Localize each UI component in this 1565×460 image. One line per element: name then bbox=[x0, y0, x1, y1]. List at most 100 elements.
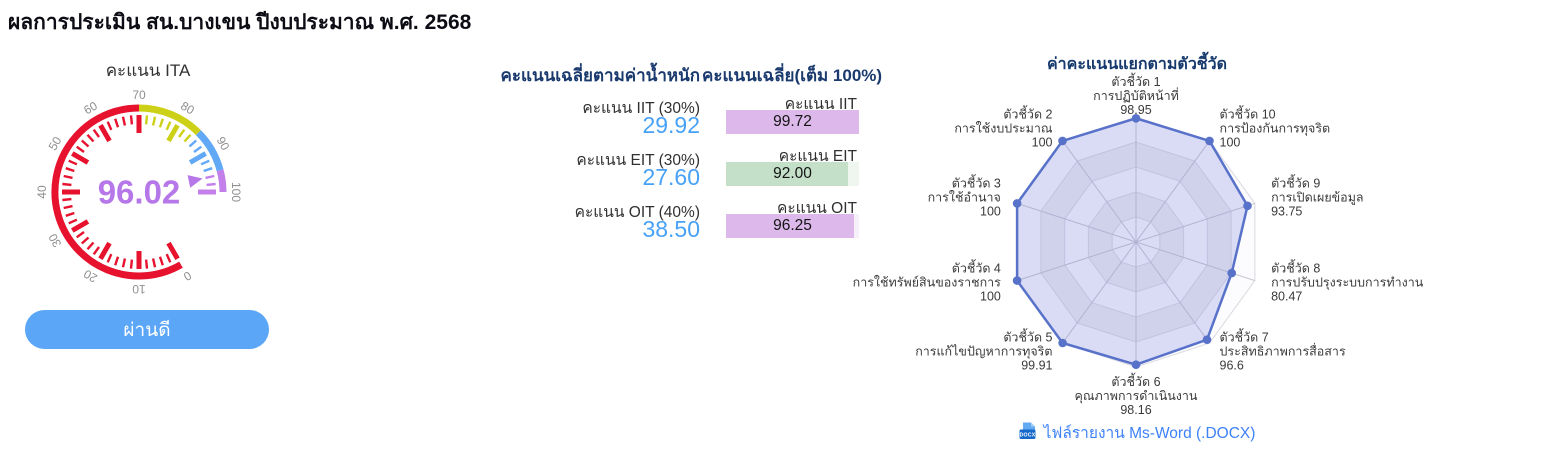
gauge-major-tick bbox=[71, 219, 90, 233]
docx-icon-text: DOCX bbox=[1019, 432, 1035, 438]
radar-axis-line bbox=[1062, 140, 1137, 243]
radar-data-point bbox=[1058, 338, 1067, 348]
gauge-tick-label: 30 bbox=[45, 231, 64, 250]
weighted-oit-value: 38.50 bbox=[642, 216, 700, 242]
average-oit-label: คะแนน OIT bbox=[776, 200, 857, 217]
average-eit-value: 92.00 bbox=[773, 165, 812, 182]
average-eit-bar: 92.00 bbox=[726, 162, 859, 186]
gauge-minor-tick bbox=[92, 246, 100, 256]
gauge-minor-tick bbox=[121, 258, 127, 268]
radar-axis-label: ตัวชี้วัด 2 การใช้งบประมาณ 100 bbox=[954, 104, 1053, 149]
gauge-minor-tick bbox=[151, 258, 157, 268]
radar-axis-label: ตัวชี้วัด 1 การปฏิบัติหน้าที่ 98.95 bbox=[1093, 72, 1179, 117]
gauge-minor-tick bbox=[65, 167, 75, 173]
radar-data-point bbox=[1012, 199, 1022, 208]
gauge-value: 96.02 bbox=[98, 174, 181, 211]
gauge-minor-tick bbox=[68, 159, 78, 166]
gauge-minor-tick bbox=[203, 167, 213, 173]
gauge-pointer bbox=[187, 175, 203, 188]
gauge-minor-tick bbox=[63, 174, 73, 180]
docx-file-icon: DOCX bbox=[1019, 422, 1035, 439]
radar-data-point bbox=[1202, 335, 1212, 345]
average-iit-value: 99.72 bbox=[773, 113, 812, 130]
gauge-minor-tick bbox=[193, 145, 203, 153]
gauge-tick-label: 40 bbox=[35, 185, 49, 199]
page-title: ผลการประเมิน สน.บางเขน ปีงบประมาณ พ.ศ. 2… bbox=[8, 11, 472, 34]
gauge-tick-label: 10 bbox=[132, 282, 146, 296]
radar-data-point bbox=[1243, 201, 1252, 211]
radar-data-point bbox=[1012, 276, 1022, 285]
weighted-iit-label: คะแนน IIT (30%) bbox=[582, 100, 700, 117]
gauge-title: คะแนน ITA bbox=[105, 61, 191, 80]
gauge-minor-tick bbox=[62, 182, 72, 187]
radar-axis-label: ตัวชี้วัด 6 คุณภาพการดำเนินงาน 98.16 bbox=[1075, 372, 1198, 417]
gauge-minor-tick bbox=[178, 128, 186, 138]
report-link-label: ไฟล์รายงาน Ms-Word (.DOCX) bbox=[1043, 425, 1256, 442]
gauge-tick-label: 20 bbox=[81, 266, 100, 285]
gauge-minor-tick bbox=[106, 121, 113, 131]
radar-axis-line bbox=[1135, 202, 1256, 243]
average-iit-bar-fill bbox=[726, 110, 859, 134]
gauge-arc-segment bbox=[138, 104, 201, 136]
gauge-minor-tick bbox=[129, 115, 134, 125]
radar-axis-line bbox=[1016, 241, 1137, 282]
gauge-minor-tick bbox=[75, 231, 85, 239]
gauge-major-tick bbox=[166, 124, 180, 143]
gauge-minor-tick bbox=[129, 259, 134, 269]
gauge-minor-tick bbox=[144, 115, 149, 125]
gauge-tick-label: 70 bbox=[132, 88, 146, 102]
gauge-minor-tick bbox=[205, 174, 215, 180]
average-scores-header: คะแนนเฉลี่ย(เต็ม 100%) bbox=[702, 66, 883, 85]
gauge-minor-tick bbox=[62, 197, 72, 202]
gauge-minor-tick bbox=[121, 116, 127, 126]
weighted-eit-label: คะแนน EIT (30%) bbox=[576, 152, 700, 169]
gauge-tick-label: 100 bbox=[229, 182, 243, 202]
indicator-radar-chart: ตัวชี้วัด 1 การปฏิบัติหน้าที่ 98.95 ตัวชี้ว… bbox=[853, 72, 1424, 417]
radar-data-point bbox=[1205, 136, 1214, 146]
radar-data-point bbox=[1227, 268, 1236, 278]
weighted-eit-value: 27.60 bbox=[642, 164, 700, 190]
weighted-scores-header: คะแนนเฉลี่ยตามค่าน้ำหนัก bbox=[500, 66, 700, 85]
radar-axis-label: ตัวชี้วัด 4 การใช้ทรัพย์สินของราชการ 100 bbox=[853, 259, 1002, 304]
gauge-tick-label: 60 bbox=[81, 98, 100, 117]
ita-gauge-chart: 0 10 20 30 40 50 60 70 80 90 100 96.02 bbox=[35, 88, 243, 296]
grade-result-button[interactable]: ผ่านดี bbox=[25, 310, 269, 349]
gauge-minor-tick bbox=[144, 259, 149, 269]
gauge-arc-segment bbox=[51, 104, 183, 280]
gauge-tick-label: 90 bbox=[214, 134, 233, 153]
gauge-minor-tick bbox=[158, 118, 164, 128]
gauge-minor-tick bbox=[86, 241, 95, 251]
gauge-minor-tick bbox=[65, 211, 75, 217]
gauge-major-tick bbox=[98, 124, 112, 143]
gauge-minor-tick bbox=[206, 182, 216, 187]
radar-axis-label: ตัวชี้วัด 7 ประสิทธิภาพการสื่อสาร 96.6 bbox=[1220, 328, 1346, 373]
report-link[interactable]: DOCX ไฟล์รายงาน Ms-Word (.DOCX) bbox=[1006, 420, 1268, 445]
radar-axis-label: ตัวชี้วัด 9 การเปิดเผยข้อมูล 93.75 bbox=[1271, 173, 1364, 218]
gauge-major-tick bbox=[71, 151, 90, 165]
gauge-minor-tick bbox=[80, 236, 90, 245]
gauge-minor-tick bbox=[165, 253, 172, 263]
average-eit-label: คะแนน EIT bbox=[778, 148, 857, 165]
gauge-minor-tick bbox=[114, 118, 120, 128]
radar-axis-line bbox=[1062, 241, 1137, 344]
gauge-minor-tick bbox=[80, 139, 90, 148]
gauge-minor-tick bbox=[200, 159, 210, 166]
gauge-major-tick bbox=[98, 241, 112, 260]
radar-chart-title: ค่าคะแนนแยกตามตัวชี้วัด bbox=[1046, 56, 1228, 73]
gauge-major-tick bbox=[166, 241, 180, 260]
gauge-minor-tick bbox=[75, 145, 85, 153]
average-oit-bar: 96.25 bbox=[726, 214, 859, 238]
average-scores-column: คะแนน IIT 99.72 คะแนน EIT 92.00 คะแนน OI… bbox=[726, 55, 859, 255]
gauge-minor-tick bbox=[114, 256, 120, 266]
gauge-minor-tick bbox=[106, 253, 113, 263]
gauge-minor-tick bbox=[183, 133, 192, 143]
gauge-tick-label: 0 bbox=[181, 268, 194, 284]
average-oit-bar-fill bbox=[726, 214, 854, 238]
gauge-arc-segment bbox=[195, 130, 224, 172]
gauge-minor-tick bbox=[188, 139, 198, 148]
gauge-minor-tick bbox=[68, 218, 78, 225]
radar-data-point bbox=[1131, 114, 1141, 123]
radar-axis-line bbox=[1016, 202, 1137, 243]
radar-axis-line bbox=[1135, 241, 1210, 344]
